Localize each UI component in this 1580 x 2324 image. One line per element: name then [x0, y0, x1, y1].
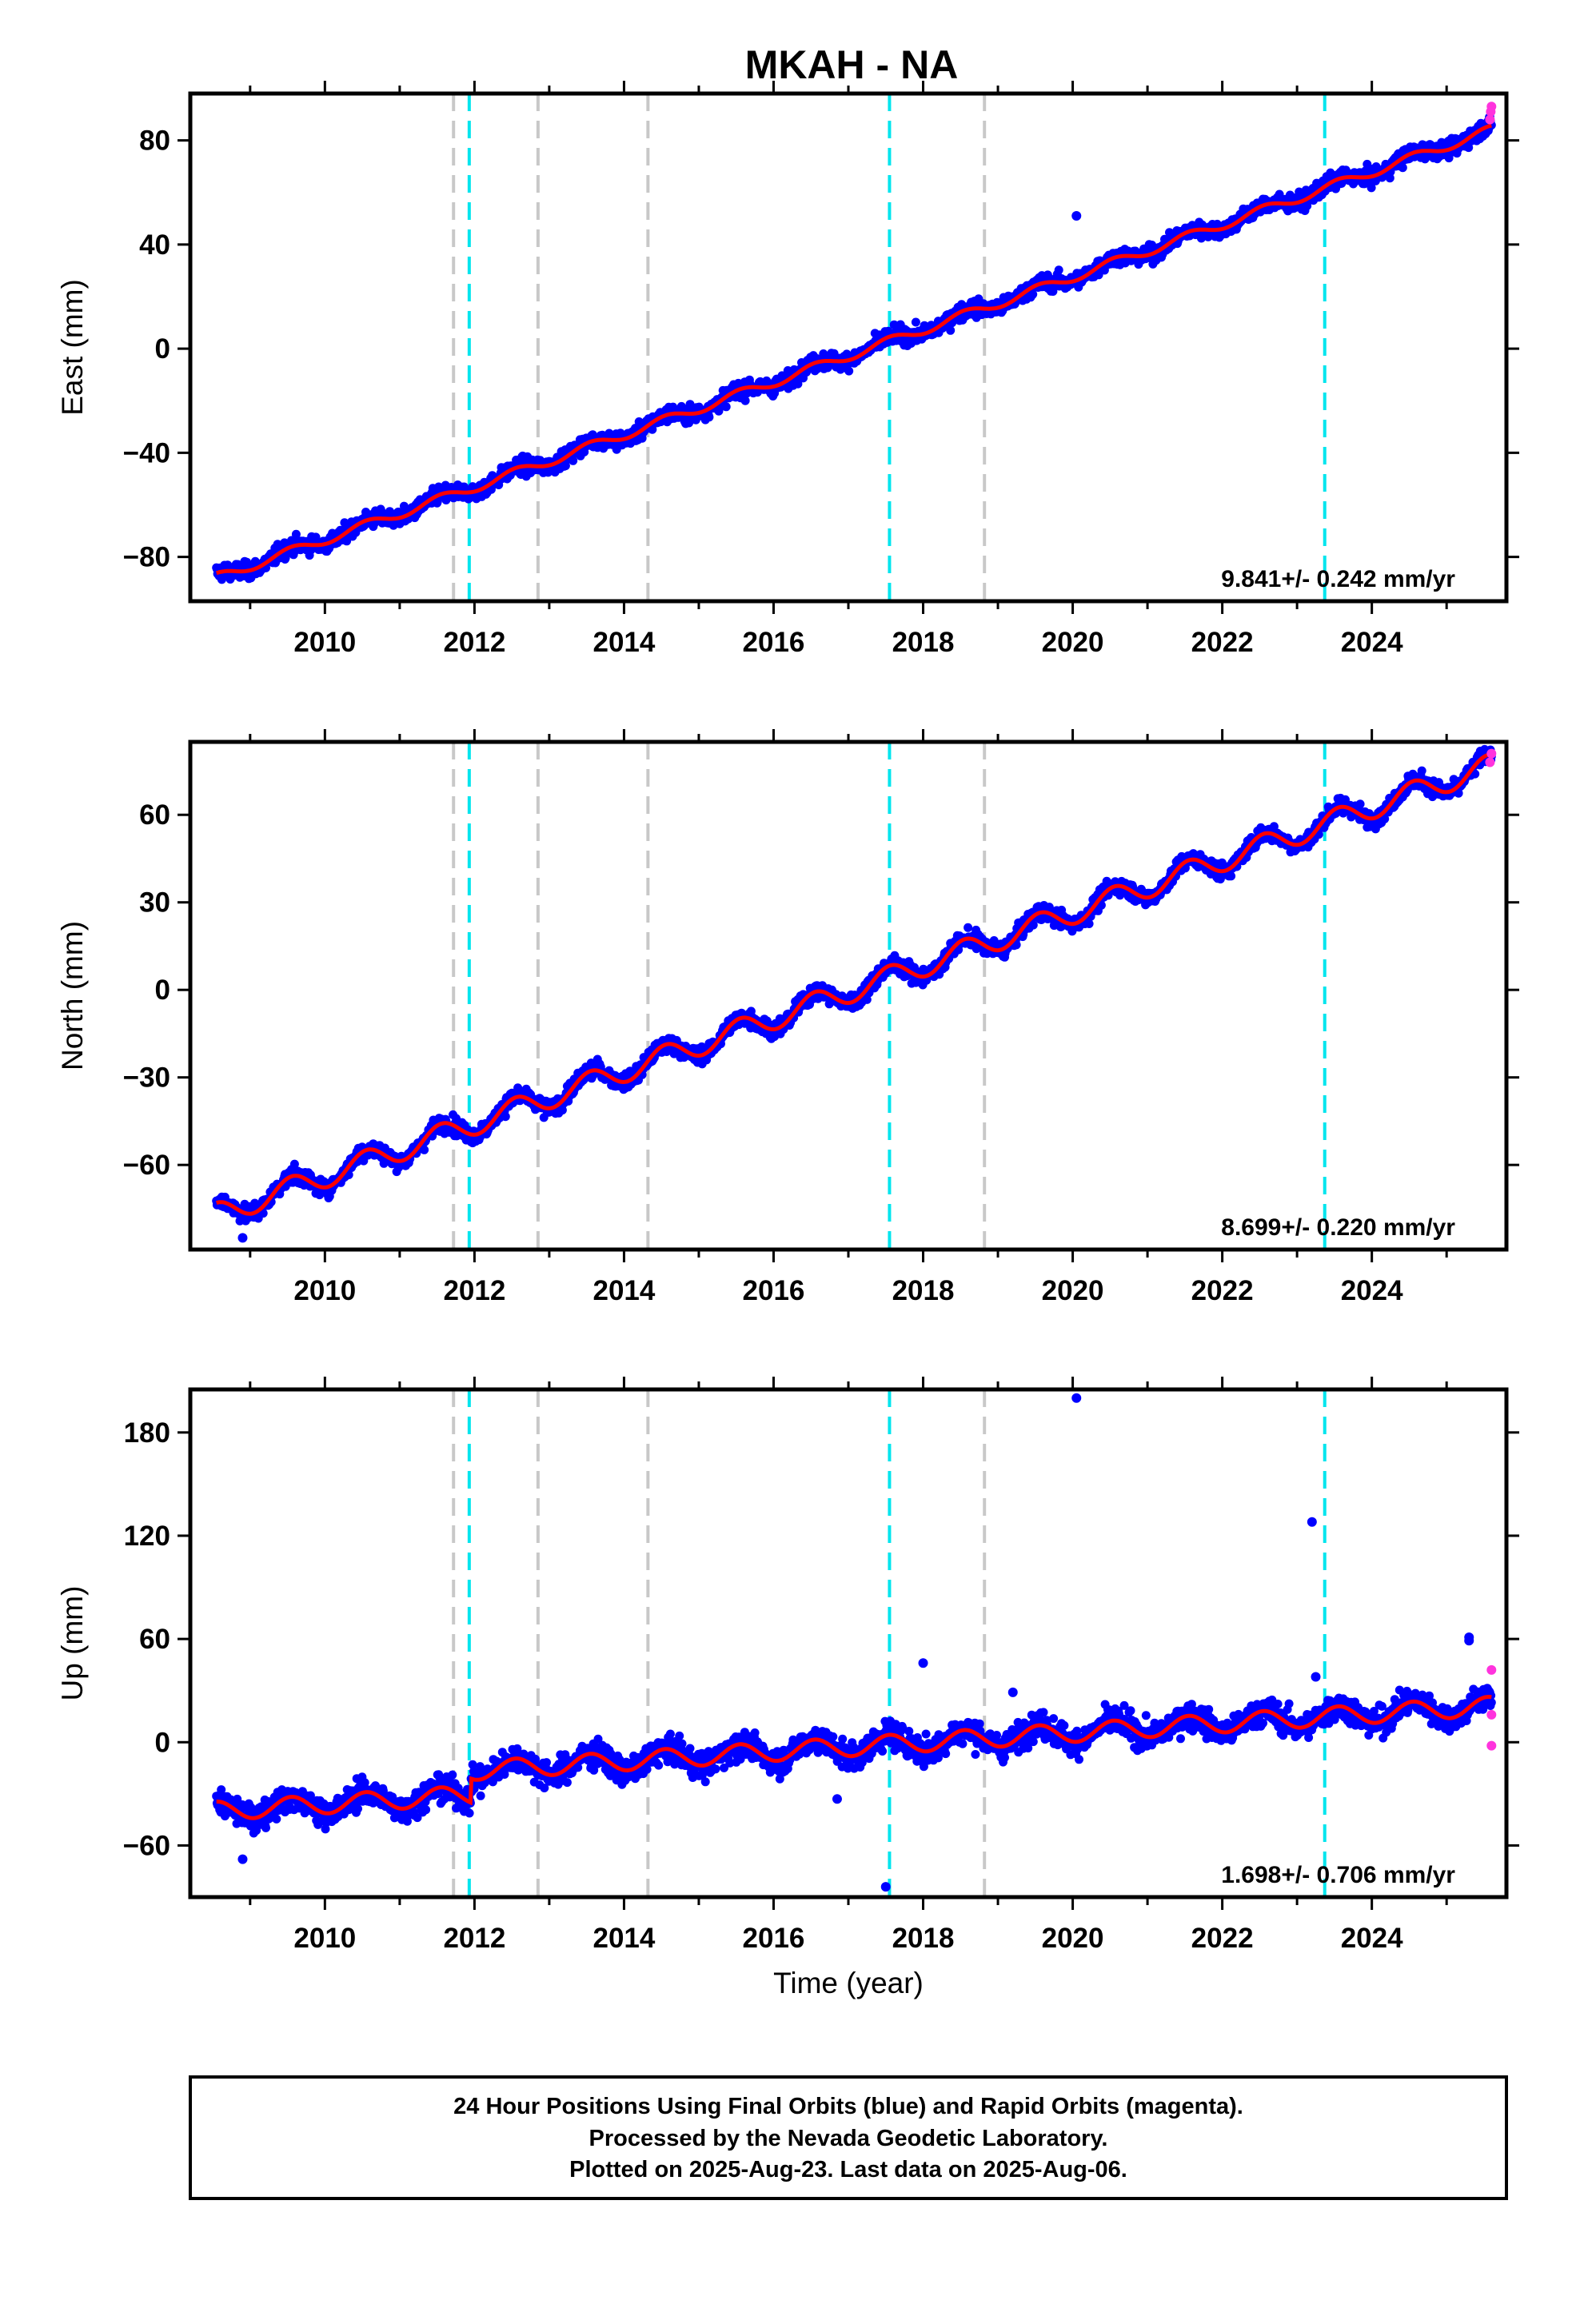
east-position-point — [722, 402, 731, 411]
north-y-tick-label: 60 — [139, 799, 170, 831]
east-position-point — [741, 397, 750, 405]
east-outlier-point — [1071, 211, 1081, 221]
north-x-tick-label: 2022 — [1191, 1275, 1254, 1306]
up-daily-positions — [212, 1393, 1496, 1891]
east-velocity-label: 9.841+/- 0.242 mm/yr — [1221, 566, 1455, 592]
east-x-tick-label: 2018 — [892, 627, 955, 658]
east-x-tick-label: 2010 — [293, 627, 356, 658]
east-y-tick-label: 80 — [139, 126, 170, 157]
east-position-point — [569, 456, 577, 465]
north-panel: 2010 2012 2014 2016 2018 2020 2022 2024 −60 −30 0 3… — [56, 729, 1519, 1306]
north-x-tick-label: 2014 — [592, 1275, 655, 1306]
north-y-tick-label: 0 — [155, 975, 170, 1006]
east-daily-positions — [212, 113, 1496, 584]
north-position-point — [964, 923, 972, 932]
east-position-point — [704, 413, 713, 421]
east-x-tick-label: 2012 — [443, 627, 505, 658]
east-rapid-point — [1486, 102, 1496, 111]
east-y-tick-label: −40 — [123, 437, 170, 468]
north-x-tick-label: 2010 — [293, 1275, 356, 1306]
north-y-tick-label: 30 — [139, 887, 170, 919]
north-model-fit-line — [217, 754, 1492, 1214]
east-position-point — [912, 318, 920, 327]
north-position-point — [1418, 767, 1426, 775]
east-position-point — [1398, 163, 1407, 172]
north-x-tick-label: 2020 — [1042, 1275, 1104, 1306]
north-x-tick-label: 2016 — [743, 1275, 805, 1306]
north-y-tick-label: −60 — [123, 1150, 170, 1181]
north-outlier-point — [237, 1233, 247, 1242]
east-position-point — [1055, 265, 1063, 274]
north-position-point — [1085, 919, 1094, 928]
east-panel: 2010 2012 2014 2016 2018 2020 2022 2024 −80 −40 0 4… — [56, 81, 1519, 658]
east-y-axis-label: East (mm) — [56, 279, 89, 416]
north-position-point — [501, 1112, 510, 1121]
east-x-tick-label: 2020 — [1042, 627, 1104, 658]
north-y-axis-label: North (mm) — [56, 921, 89, 1070]
north-x-tick-label: 2024 — [1341, 1275, 1403, 1306]
east-y-tick-label: 0 — [155, 333, 170, 365]
east-y-tick-label: 40 — [139, 229, 170, 261]
north-rapid-point — [1486, 749, 1496, 759]
north-position-point — [420, 1146, 429, 1154]
north-y-tick-label: −30 — [123, 1062, 170, 1094]
east-position-point — [946, 326, 955, 335]
north-velocity-label: 8.699+/- 0.220 mm/yr — [1221, 1214, 1455, 1241]
chart-title: MKAH - NA — [745, 42, 959, 87]
east-y-tick-label: −80 — [123, 542, 170, 573]
north-position-point — [1227, 871, 1235, 880]
east-x-tick-label: 2024 — [1341, 627, 1403, 658]
north-position-point — [1356, 799, 1365, 808]
east-x-tick-label: 2014 — [592, 627, 655, 658]
east-position-point — [844, 367, 853, 376]
north-daily-positions — [212, 745, 1496, 1243]
north-x-tick-label: 2018 — [892, 1275, 955, 1306]
east-x-tick-label: 2016 — [743, 627, 805, 658]
east-x-tick-label: 2022 — [1191, 627, 1254, 658]
north-x-tick-label: 2012 — [443, 1275, 505, 1306]
north-rapid-point — [1485, 758, 1494, 767]
